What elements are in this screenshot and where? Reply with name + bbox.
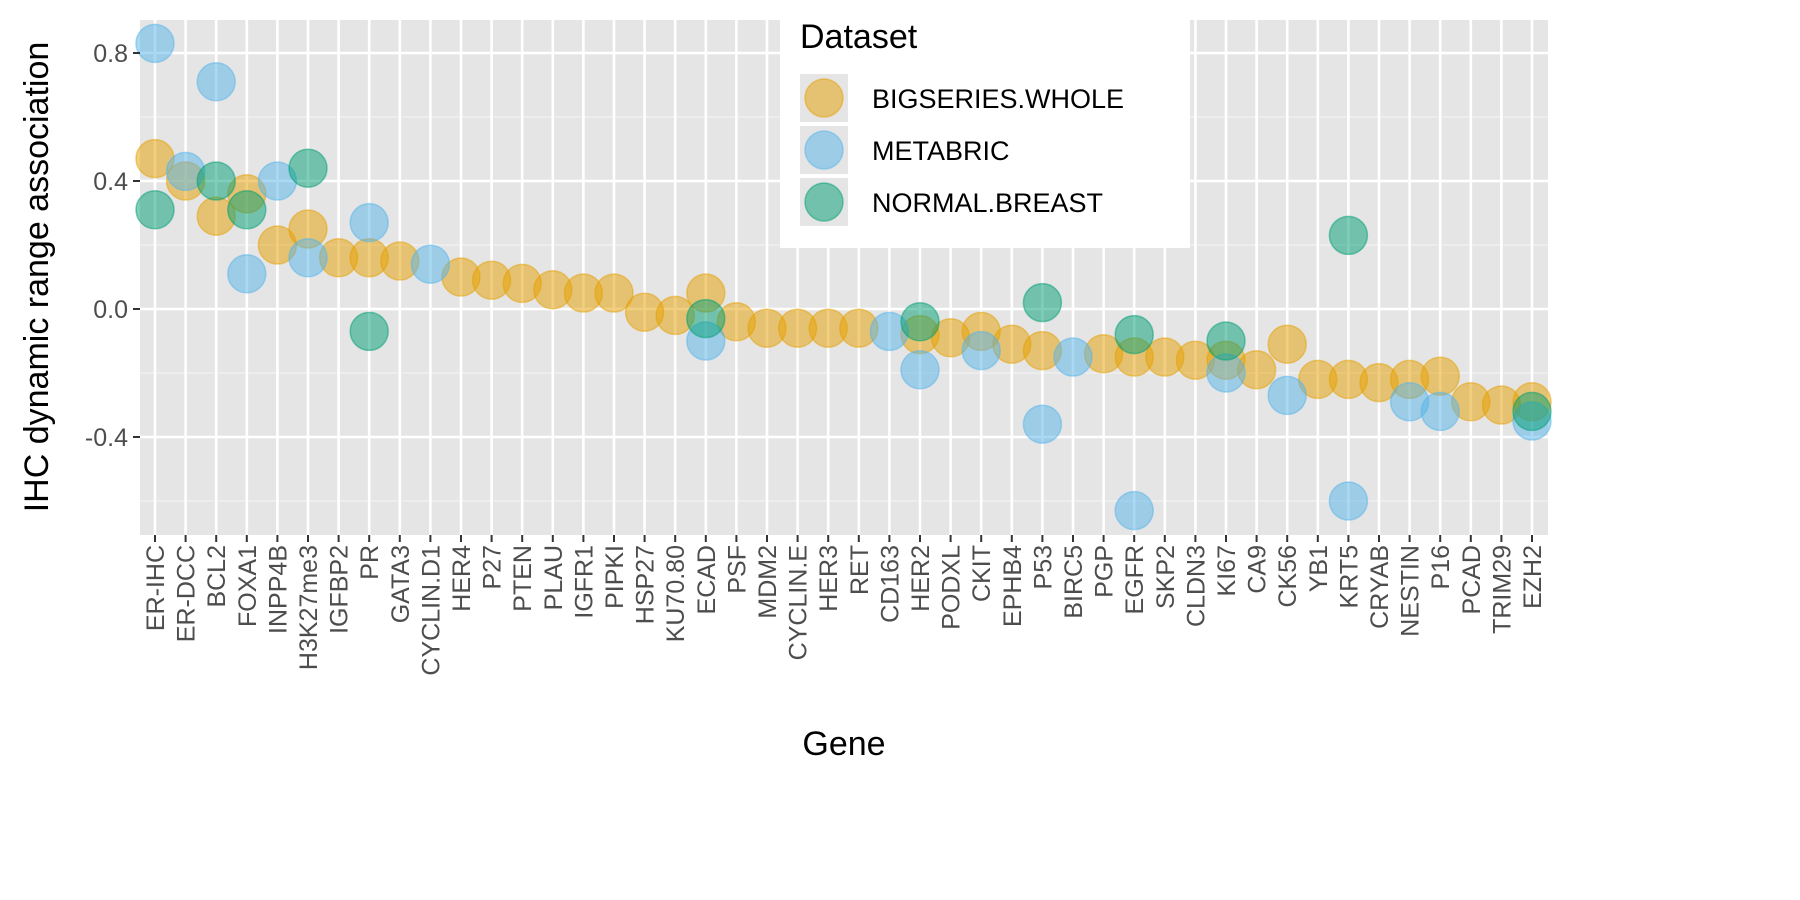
x-tick-label: HER4 bbox=[448, 545, 476, 612]
x-tick-label: EPHB4 bbox=[999, 545, 1027, 627]
x-axis-title: Gene bbox=[802, 725, 885, 763]
x-tick-label: P53 bbox=[1029, 545, 1057, 589]
x-tick-label: FOXA1 bbox=[234, 545, 262, 627]
data-point bbox=[349, 202, 389, 243]
data-point bbox=[1022, 282, 1063, 323]
data-point bbox=[196, 161, 236, 201]
x-tick-label: ECAD bbox=[693, 545, 721, 614]
x-tick-label: HER2 bbox=[907, 545, 935, 612]
x-tick-label: TRIM29 bbox=[1488, 545, 1516, 634]
x-tick-label: MDM2 bbox=[754, 545, 782, 619]
data-point bbox=[1114, 490, 1154, 531]
data-point bbox=[900, 302, 940, 342]
data-point bbox=[135, 190, 175, 230]
x-tick-label: PLAU bbox=[540, 545, 568, 610]
x-tick-label: PIPKI bbox=[601, 545, 629, 609]
legend-label: BIGSERIES.WHOLE bbox=[872, 84, 1124, 114]
legend-items: BIGSERIES.WHOLE METABRIC NORMAL.BREAST bbox=[800, 74, 1124, 226]
x-tick-label: PTEN bbox=[509, 545, 537, 612]
y-tick-label: 0.0 bbox=[93, 296, 128, 324]
x-tick-label: NESTIN bbox=[1397, 545, 1425, 637]
y-tick-label: 0.8 bbox=[93, 40, 128, 68]
x-tick-label: IGFBP2 bbox=[326, 545, 354, 634]
data-point bbox=[1267, 375, 1307, 416]
legend: Dataset BIGSERIES.WHOLE METABRIC NORMAL.BR… bbox=[780, 10, 1190, 248]
y-axis-ticks: -0.4 0.0 0.4 0.8 bbox=[85, 40, 140, 452]
x-tick-label: PCAD bbox=[1458, 545, 1486, 614]
x-tick-label: EZH2 bbox=[1519, 545, 1547, 609]
x-tick-label: SKP2 bbox=[1152, 545, 1180, 609]
x-tick-label: BCL2 bbox=[203, 545, 231, 608]
data-point bbox=[196, 62, 236, 102]
data-point bbox=[1114, 314, 1154, 355]
x-tick-label: BIRC5 bbox=[1060, 545, 1088, 619]
x-axis-ticks: ER-IHC ER-DCC BCL2 FOXA1 INPP4B H3K27me3 IGFBP… bbox=[142, 535, 1547, 676]
x-tick-label: GATA3 bbox=[387, 545, 415, 623]
x-tick-label: P16 bbox=[1427, 545, 1455, 589]
x-tick-label: PSF bbox=[723, 545, 751, 594]
data-point bbox=[1022, 404, 1063, 444]
data-point bbox=[135, 23, 175, 64]
data-point bbox=[594, 273, 634, 313]
y-axis-title: IHC dynamic range association bbox=[18, 42, 56, 513]
data-points bbox=[135, 23, 1552, 531]
x-tick-label: PGP bbox=[1091, 545, 1119, 598]
data-point bbox=[349, 311, 389, 352]
x-tick-label: PODXL bbox=[938, 545, 966, 630]
x-tick-label: P27 bbox=[479, 545, 507, 589]
x-tick-label: CYCLIN.E bbox=[785, 545, 813, 660]
x-tick-label: CRYAB bbox=[1366, 545, 1394, 629]
x-tick-label: CKIT bbox=[968, 545, 996, 602]
x-tick-label: RET bbox=[846, 545, 874, 595]
x-tick-label: KI67 bbox=[1213, 545, 1241, 596]
data-point bbox=[288, 148, 328, 188]
x-tick-label: HER3 bbox=[815, 545, 843, 612]
data-point bbox=[1206, 321, 1246, 361]
x-tick-label: KU70.80 bbox=[662, 545, 690, 642]
legend-label: NORMAL.BREAST bbox=[872, 188, 1103, 218]
x-tick-label: ER-DCC bbox=[173, 545, 201, 642]
x-tick-label: INPP4B bbox=[264, 545, 292, 634]
data-point bbox=[227, 254, 267, 294]
legend-key bbox=[804, 78, 844, 118]
x-tick-label: CLDN3 bbox=[1182, 545, 1210, 627]
legend-label: METABRIC bbox=[872, 136, 1010, 166]
x-tick-label: PR bbox=[356, 545, 384, 580]
data-point bbox=[1328, 481, 1369, 521]
x-tick-label: CA9 bbox=[1244, 545, 1272, 594]
x-tick-label: CK56 bbox=[1274, 545, 1302, 608]
y-tick-label: -0.4 bbox=[85, 424, 128, 452]
data-point bbox=[1512, 391, 1552, 432]
data-point bbox=[1053, 337, 1093, 377]
x-tick-label: YB1 bbox=[1305, 545, 1333, 592]
x-tick-label: IGFR1 bbox=[570, 545, 598, 619]
x-tick-label: EGFR bbox=[1121, 545, 1149, 614]
data-point bbox=[410, 244, 451, 284]
data-point bbox=[288, 238, 328, 278]
x-tick-label: CD163 bbox=[876, 545, 904, 623]
data-point bbox=[1420, 391, 1460, 432]
data-point bbox=[1420, 356, 1460, 396]
data-point bbox=[1267, 324, 1307, 364]
x-tick-label: KRT5 bbox=[1335, 545, 1363, 608]
data-point bbox=[961, 330, 1001, 371]
y-tick-label: 0.4 bbox=[93, 168, 128, 196]
legend-title: Dataset bbox=[800, 18, 918, 56]
x-tick-label: ER-IHC bbox=[142, 545, 170, 631]
legend-background bbox=[780, 10, 1190, 248]
x-tick-label: H3K27me3 bbox=[295, 545, 323, 670]
legend-key bbox=[804, 182, 844, 222]
data-point bbox=[1328, 215, 1369, 256]
x-tick-label: CYCLIN.D1 bbox=[417, 545, 445, 676]
legend-key bbox=[804, 130, 844, 170]
data-point bbox=[686, 298, 726, 339]
x-tick-label: HSP27 bbox=[632, 545, 660, 624]
data-point bbox=[227, 190, 267, 230]
data-point bbox=[900, 350, 940, 390]
